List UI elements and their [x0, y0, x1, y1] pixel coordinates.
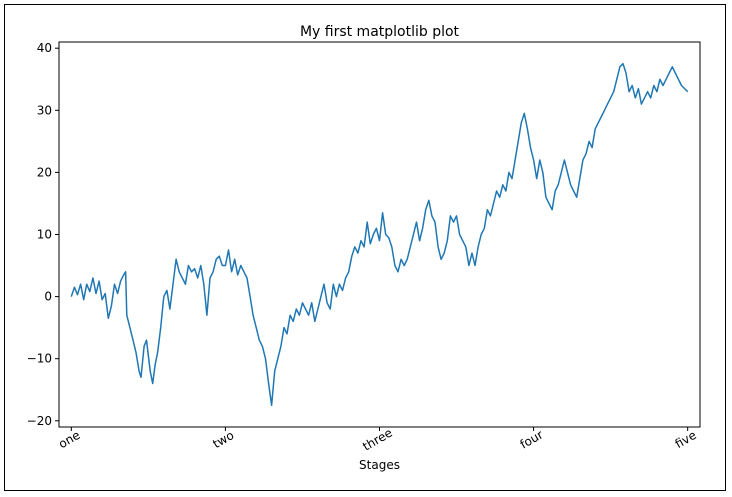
x-tick-label: one: [56, 428, 82, 451]
y-tick-label: 30: [37, 103, 52, 117]
y-tick-label: −20: [27, 414, 52, 428]
figure-border: [4, 4, 726, 491]
y-tick-label: −10: [27, 352, 52, 366]
x-axis: one two three four five: [56, 426, 699, 454]
y-axis: −20 −10 0 10 20 30 40: [27, 41, 59, 428]
x-tick-label: two: [210, 428, 236, 451]
y-tick-label: 10: [37, 228, 52, 242]
x-tick-label: five: [673, 428, 699, 451]
x-tick-label: four: [518, 427, 546, 451]
y-tick-label: 40: [37, 41, 52, 55]
y-tick-label: 0: [44, 290, 52, 304]
x-axis-label: Stages: [359, 458, 400, 472]
chart-title: My first matplotlib plot: [300, 24, 460, 40]
y-tick-label: 20: [37, 165, 52, 179]
series-line: [70, 62, 689, 407]
x-tick-label: three: [360, 426, 394, 454]
